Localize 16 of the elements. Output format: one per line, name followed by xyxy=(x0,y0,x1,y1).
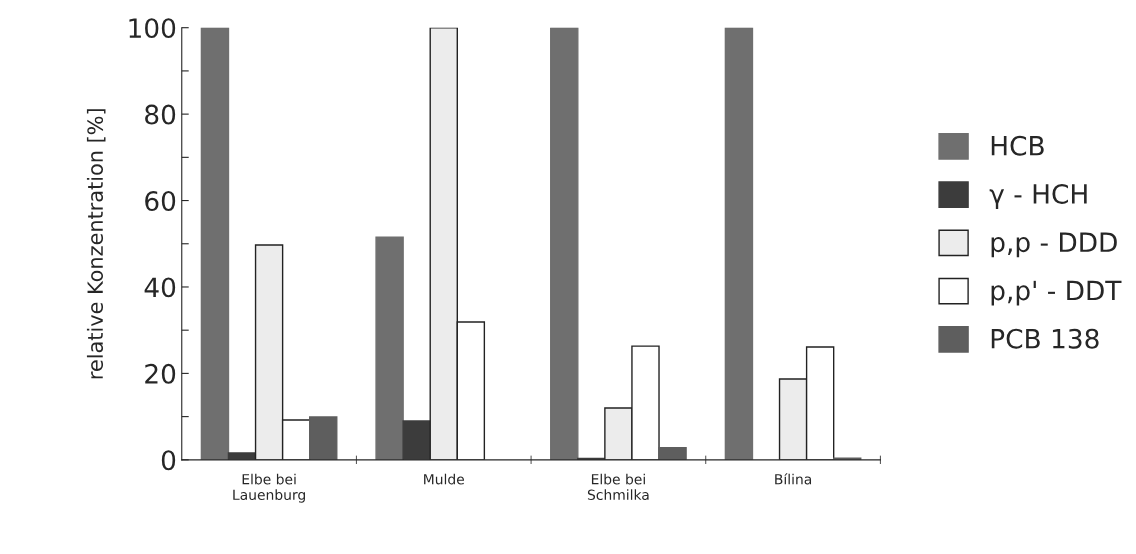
y-tick-label: 0 xyxy=(161,450,176,471)
y-tick-label: 100 xyxy=(129,18,176,39)
x-tick-label: Mulde xyxy=(424,473,465,485)
y-tick-label: 20 xyxy=(145,363,176,384)
legend-label: HCB xyxy=(991,135,1044,156)
legend-label: PCB 138 xyxy=(991,328,1099,349)
x-tick-label: Elbe bei Schmilka xyxy=(587,473,649,501)
y-tick-label: 80 xyxy=(145,104,176,125)
legend-label: p,p - DDD xyxy=(991,232,1117,258)
y-tick-label: 40 xyxy=(144,277,176,298)
legend-label: p,p' - DDT xyxy=(991,280,1122,306)
y-axis-title: relative Konzentration [%] xyxy=(86,109,106,379)
x-tick-label: Elbe bei Lauenburg xyxy=(233,473,305,503)
legend-label: γ - HCH xyxy=(989,184,1087,210)
y-tick-label: 60 xyxy=(145,190,176,211)
x-tick-label: Bílina xyxy=(775,473,812,485)
